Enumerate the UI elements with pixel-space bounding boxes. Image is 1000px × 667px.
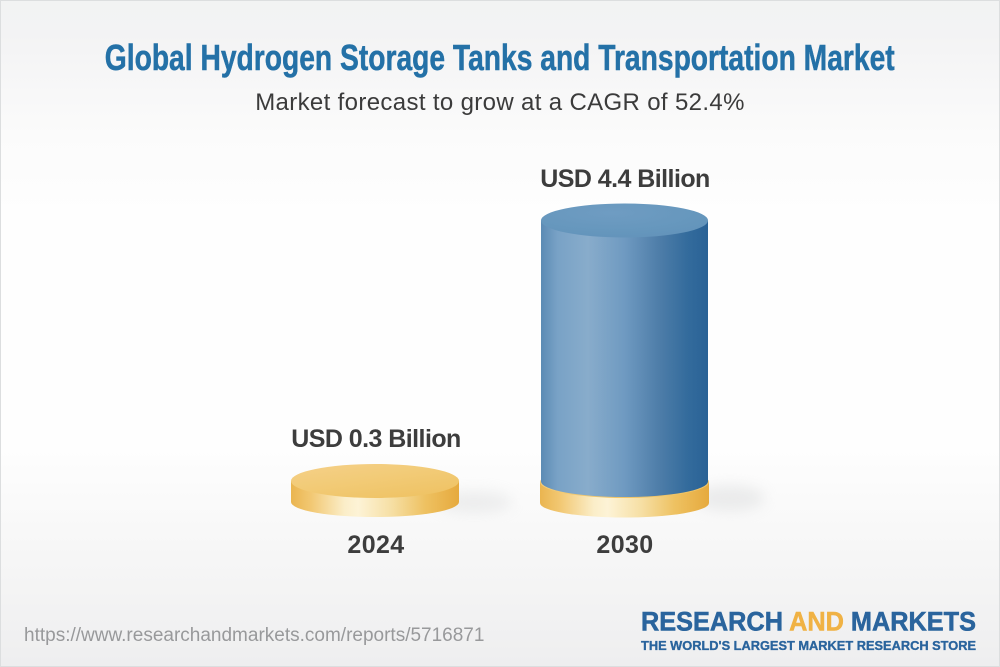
svg-text:THE WORLD'S LARGEST MARKET RES: THE WORLD'S LARGEST MARKET RESEARCH STOR… — [641, 638, 976, 653]
svg-text:RESEARCH AND MARKETS: RESEARCH AND MARKETS — [641, 606, 976, 636]
